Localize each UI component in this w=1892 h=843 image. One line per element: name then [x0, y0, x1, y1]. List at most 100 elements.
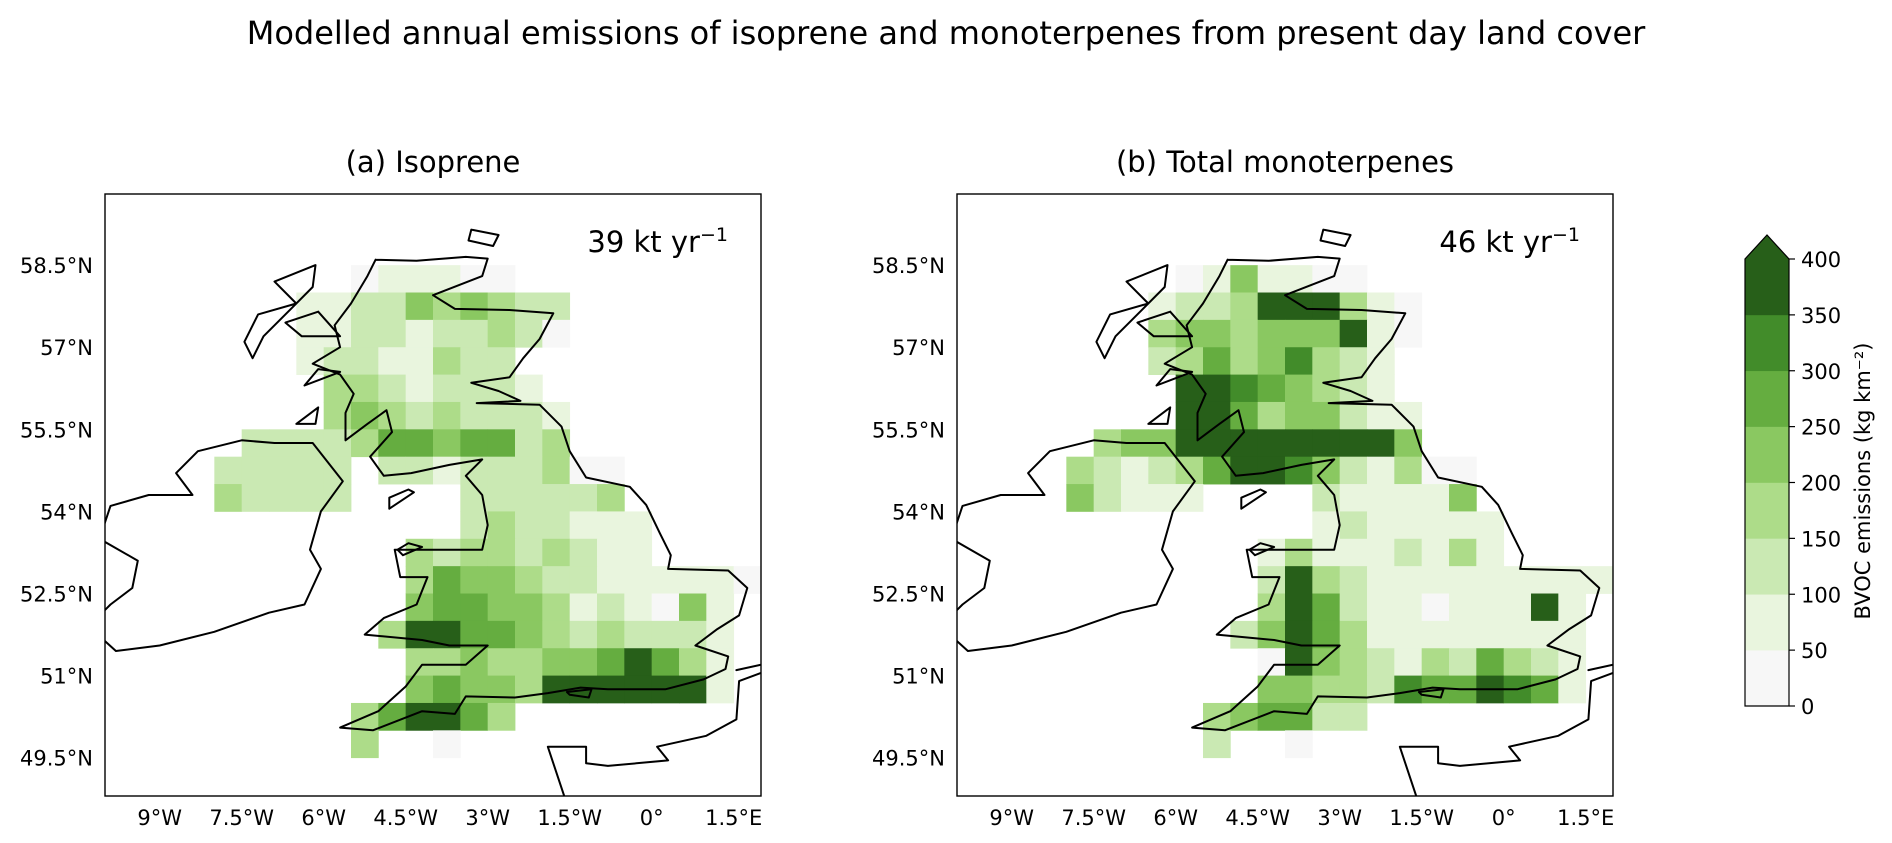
grid-cell: [433, 319, 461, 348]
latitude-tick-label: 57°N: [40, 336, 93, 360]
grid-cell: [1503, 620, 1532, 649]
grid-cell: [624, 538, 653, 567]
colorbar-ticks: 0 50 100 150 200 250 300 350 400: [1789, 248, 1841, 719]
coastline-path: [1095, 264, 1169, 360]
grid-cell: [1121, 484, 1149, 512]
grid-cell: [569, 511, 598, 540]
latitude-tick-label: 49.5°N: [872, 747, 945, 771]
grid-cell: [323, 374, 352, 403]
grid-cell: [487, 319, 516, 348]
grid-cell: [1285, 593, 1313, 622]
grid-cell: [1503, 593, 1532, 622]
grid-cell: [487, 702, 516, 731]
grid-cell: [487, 675, 516, 704]
grid-cell: [1367, 374, 1395, 403]
longitude-tick-label: 6°W: [1153, 806, 1198, 830]
grid-cell: [706, 675, 735, 704]
grid-cell: [515, 511, 543, 540]
grid-cell: [1449, 538, 1477, 567]
grid-cell: [1257, 374, 1286, 403]
total-emission-annotation: 46 kt yr−1: [1439, 224, 1580, 259]
grid-cell: [351, 347, 379, 375]
longitude-tick-label: 0°: [1492, 806, 1516, 830]
grid-cell: [679, 648, 707, 676]
grid-cell: [487, 566, 516, 594]
grid-cell: [1066, 484, 1095, 512]
grid-cell: [1257, 347, 1286, 375]
grid-cell: [460, 620, 489, 649]
emission-grid: [214, 265, 761, 759]
coastline-path: [1155, 368, 1194, 387]
grid-cell: [460, 347, 489, 375]
grid-cell: [1367, 620, 1395, 649]
grid-cell: [1312, 292, 1341, 321]
grid-cell: [1093, 456, 1122, 485]
colorbar-tick-label: 350: [1801, 304, 1841, 328]
grid-cell: [1421, 648, 1450, 676]
grid-cell: [460, 374, 489, 403]
grid-cell: [1476, 593, 1505, 622]
grid-cell: [1148, 484, 1177, 512]
grid-cell: [1394, 620, 1423, 649]
total-exponent: −1: [1552, 224, 1580, 246]
grid-cell: [296, 456, 325, 485]
total-value: 46 kt yr: [1439, 225, 1552, 259]
grid-cell: [1203, 347, 1231, 375]
latitude-tick-label: 57°N: [892, 336, 945, 360]
grid-cell: [624, 620, 653, 649]
grid-cell: [1339, 292, 1368, 321]
grid-cell: [433, 593, 461, 622]
grid-cell: [1285, 265, 1313, 293]
longitude-tick-label: 4.5°W: [373, 806, 438, 830]
grid-cell: [569, 538, 598, 567]
grid-cell: [1285, 702, 1313, 731]
colorbar-tick-label: 50: [1801, 639, 1828, 663]
grid-cell: [1503, 648, 1532, 676]
grid-cell: [1394, 484, 1423, 512]
grid-cell: [1285, 730, 1313, 759]
grid-cell: [651, 648, 680, 676]
grid-cell: [1312, 319, 1341, 348]
grid-cell: [405, 566, 434, 594]
grid-cell: [1257, 429, 1286, 458]
grid-cell: [460, 566, 489, 594]
grid-cell: [351, 319, 379, 348]
latitude-tick-label: 52.5°N: [872, 583, 945, 607]
grid-cell: [351, 730, 379, 759]
longitude-tick-label: 4.5°W: [1225, 806, 1290, 830]
grid-cell: [460, 593, 489, 622]
grid-cell: [542, 429, 571, 458]
grid-cell: [1394, 511, 1423, 540]
grid-cell: [1203, 319, 1231, 348]
coastline-path: [1147, 406, 1172, 425]
coastline-path: [565, 688, 593, 699]
grid-cell: [405, 429, 434, 458]
grid-cell: [624, 566, 653, 594]
grid-cell: [1394, 429, 1423, 458]
grid-cell: [296, 319, 325, 348]
grid-cell: [269, 484, 297, 512]
grid-cell: [351, 374, 379, 403]
grid-cell: [1558, 675, 1587, 704]
grid-cell: [1476, 538, 1505, 567]
grid-cell: [542, 538, 571, 567]
colorbar-tick-label: 250: [1801, 416, 1841, 440]
grid-cell: [1230, 347, 1259, 375]
colorbar-tick-label: 100: [1801, 583, 1841, 607]
grid-cell: [1367, 511, 1395, 540]
longitude-tick-label: 0°: [640, 806, 664, 830]
grid-cell: [378, 401, 407, 430]
grid-cell: [1394, 538, 1423, 567]
colorbar-outline: [1744, 234, 1790, 707]
grid-cell: [1476, 566, 1505, 594]
grid-cell: [515, 484, 543, 512]
latitude-tick-label: 49.5°N: [20, 747, 93, 771]
grid-cell: [487, 620, 516, 649]
grid-cell: [487, 429, 516, 458]
grid-cell: [651, 620, 680, 649]
grid-cell: [1093, 484, 1122, 512]
colorbar: 0 50 100 150 200 250 300 350 400 BVOC emissions …: [1744, 234, 1875, 719]
colorbar-extend-arrow: [1745, 235, 1789, 259]
panel-title: (b) Total monoterpenes: [1116, 145, 1454, 179]
